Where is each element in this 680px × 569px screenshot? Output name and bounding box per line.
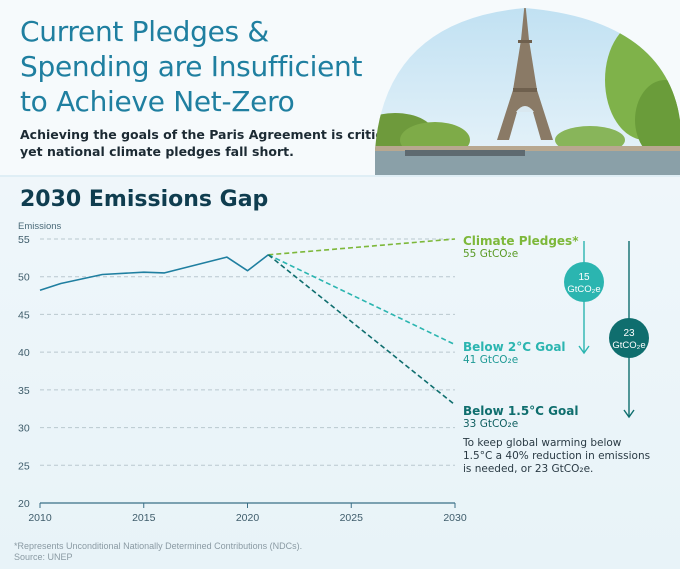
gap-15-arrow-head (578, 345, 590, 355)
gridlines (40, 238, 455, 504)
y-tick-label: 45 (18, 309, 30, 321)
actual-emissions-line (39, 254, 269, 292)
below2-annotation: Below 2°C Goal 41 GtCO₂e (463, 340, 566, 366)
x-axis-ticks: 2010 2015 2020 2025 2030 (28, 503, 467, 524)
title-line: Spending are Insufficient (20, 50, 363, 83)
eiffel-tower-photo (375, 0, 680, 175)
x-tick-label: 2010 (28, 512, 52, 524)
pledges-value: 55 GtCO₂e (463, 248, 519, 260)
below2-label: Below 2°C Goal (463, 340, 566, 354)
below15-label: Below 1.5°C Goal (463, 404, 579, 418)
y-tick-label: 50 (18, 272, 30, 284)
header-banner: Current Pledges & Spending are Insuffici… (0, 0, 680, 175)
pledges-label: Climate Pledges* (463, 234, 579, 248)
gap-23-badge-value: 23 (623, 328, 635, 339)
gap-23-badge-circle (609, 318, 649, 358)
below15-value: 33 GtCO₂e (463, 418, 519, 430)
x-tick-label: 2015 (132, 512, 156, 524)
x-tick-label: 2020 (236, 512, 260, 524)
chart-title: 2030 Emissions Gap (20, 187, 269, 212)
gap-15-badge-circle (564, 262, 604, 302)
below2-value: 41 GtCO₂e (463, 354, 519, 366)
subtitle-line: yet national climate pledges fall short. (20, 144, 294, 159)
footnote-line: *Represents Unconditional Nationally Det… (14, 541, 303, 551)
below15-annotation: Below 1.5°C Goal 33 GtCO₂e (463, 404, 578, 430)
below-1-5c-line (267, 254, 456, 406)
pledges-annotation: Climate Pledges* 55 GtCO₂e (463, 234, 578, 260)
subtitle-line: Achieving the goals of the Paris Agreeme… (20, 127, 401, 142)
y-axis-ticks: 55 50 45 40 35 30 25 20 (18, 234, 30, 510)
y-tick-label: 25 (18, 460, 30, 472)
footnote: *Represents Unconditional Nationally Det… (14, 541, 302, 563)
footnote-source: Source: UNEP (14, 552, 73, 562)
note-line: 1.5°C a 40% reduction in emissions (463, 450, 651, 462)
gap-15-badge-value: 15 (578, 272, 590, 283)
gap-23-badge-unit: GtCO₂e (612, 340, 645, 351)
title-line: Current Pledges & (20, 15, 269, 48)
y-tick-label: 30 (18, 423, 30, 435)
x-tick-label: 2030 (443, 512, 467, 524)
x-tick-label: 2025 (340, 512, 364, 524)
title-line: to Achieve Net-Zero (20, 85, 295, 118)
reduction-note: To keep global warming below 1.5°C a 40%… (463, 437, 663, 476)
note-line: is needed, or 23 GtCO₂e. (463, 463, 594, 475)
y-tick-label: 55 (18, 234, 30, 246)
y-tick-label: 40 (18, 347, 30, 359)
series-group (39, 238, 456, 406)
y-axis-label: Emissions (18, 221, 62, 232)
y-tick-label: 35 (18, 385, 30, 397)
gap-23-arrow-head (623, 409, 635, 419)
divider (0, 175, 680, 177)
page-subtitle: Achieving the goals of the Paris Agreeme… (20, 126, 401, 160)
page-title: Current Pledges & Spending are Insuffici… (20, 14, 380, 119)
y-tick-label: 20 (18, 498, 30, 510)
gap-15-badge-unit: GtCO₂e (567, 284, 600, 295)
note-line: To keep global warming below (463, 437, 622, 449)
climate-pledges-line (268, 238, 456, 256)
below-2c-line (267, 254, 456, 346)
